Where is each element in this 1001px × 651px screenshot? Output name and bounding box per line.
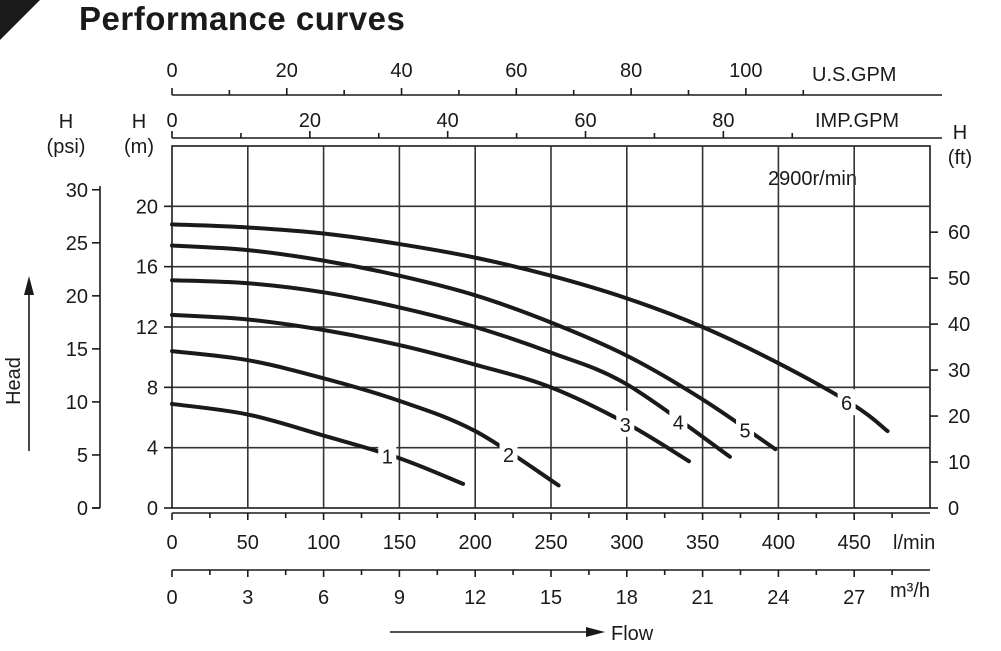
x-usgpm-tick-label: 80 (620, 60, 642, 82)
x-lmin-tick-label: 300 (610, 532, 643, 554)
curve-label-2: 2 (503, 445, 514, 467)
curve-label-5: 5 (739, 420, 750, 442)
y-m-axis-title: H (132, 111, 146, 133)
y-psi-tick-label: 15 (66, 339, 88, 361)
x-impgpm-tick-label: 0 (166, 110, 177, 132)
x-m3h-unit: m³/h (890, 580, 930, 602)
y-psi-tick-label: 20 (66, 286, 88, 308)
y-psi-tick-label: 10 (66, 392, 88, 414)
x-m3h-tick-label: 3 (242, 587, 253, 609)
y-m-tick-label: 16 (136, 257, 158, 279)
x-usgpm-tick-label: 0 (166, 60, 177, 82)
head-arrow-head (24, 276, 34, 295)
y-ft-axis-title: H (953, 122, 967, 144)
y-ft-tick-label: 30 (948, 360, 970, 382)
y-ft-tick-label: 40 (948, 314, 970, 336)
curve-2 (170, 349, 561, 488)
x-m3h-tick-label: 27 (843, 587, 865, 609)
y-ft-axis-unit: (ft) (948, 147, 972, 169)
x-impgpm-tick-label: 80 (712, 110, 734, 132)
speed-annotation: 2900r/min (768, 168, 857, 190)
curve-label-1: 1 (382, 447, 393, 469)
x-impgpm-tick-label: 20 (299, 110, 321, 132)
curve-label-bg (669, 408, 688, 435)
x-lmin-tick-label: 200 (459, 532, 492, 554)
y-m-tick-label: 8 (147, 377, 158, 399)
x-lmin-tick-label: 450 (838, 532, 871, 554)
y-m-tick-label: 12 (136, 317, 158, 339)
chart-marks: 048121620H(m)051015202530H(psi)010203040… (47, 60, 973, 609)
curve-5 (170, 243, 778, 452)
x-usgpm-tick-label: 40 (390, 60, 412, 82)
x-m3h-tick-label: 9 (394, 587, 405, 609)
curve-label-bg (378, 442, 397, 469)
x-lmin-tick-label: 350 (686, 532, 719, 554)
x-usgpm-unit: U.S.GPM (812, 64, 896, 86)
curve-label-3: 3 (620, 415, 631, 437)
x-impgpm-unit: IMP.GPM (815, 110, 899, 132)
y-ft-tick-label: 0 (948, 498, 959, 520)
x-m3h-tick-label: 0 (166, 587, 177, 609)
x-lmin-tick-label: 0 (166, 532, 177, 554)
head-axis-label: Head (3, 357, 25, 405)
y-m-tick-label: 0 (147, 498, 158, 520)
x-m3h-tick-label: 12 (464, 587, 486, 609)
curve-label-6: 6 (841, 393, 852, 415)
curve-label-bg (837, 389, 856, 416)
curve-4 (170, 278, 732, 459)
x-lmin-tick-label: 250 (534, 532, 567, 554)
chart-title: Performance curves (79, 0, 405, 37)
x-usgpm-tick-label: 20 (276, 60, 298, 82)
y-ft-tick-label: 60 (948, 222, 970, 244)
x-usgpm-tick-label: 100 (729, 60, 762, 82)
x-usgpm-tick-label: 60 (505, 60, 527, 82)
y-m-tick-label: 20 (136, 196, 158, 218)
x-lmin-unit: l/min (893, 532, 935, 554)
curve-label-bg (499, 440, 518, 467)
y-psi-tick-label: 25 (66, 233, 88, 255)
flow-axis-label: Flow (611, 623, 654, 645)
y-psi-tick-label: 30 (66, 180, 88, 202)
y-m-tick-label: 4 (147, 438, 158, 460)
y-psi-axis-title: H (59, 111, 73, 133)
y-ft-tick-label: 20 (948, 406, 970, 428)
x-m3h-tick-label: 24 (767, 587, 789, 609)
x-lmin-tick-label: 100 (307, 532, 340, 554)
curve-label-4: 4 (673, 413, 684, 435)
corner-mark (0, 0, 40, 40)
x-impgpm-tick-label: 60 (574, 110, 596, 132)
curve-1 (170, 401, 466, 486)
flow-arrow-head (586, 627, 605, 637)
y-psi-tick-label: 0 (77, 498, 88, 520)
y-m-axis-unit: (m) (124, 136, 154, 158)
y-ft-tick-label: 50 (948, 268, 970, 290)
y-psi-tick-label: 5 (77, 445, 88, 467)
curve-6 (170, 222, 890, 434)
x-m3h-tick-label: 15 (540, 587, 562, 609)
curve-label-bg (616, 410, 635, 437)
x-m3h-tick-label: 18 (616, 587, 638, 609)
x-impgpm-tick-label: 40 (437, 110, 459, 132)
x-lmin-tick-label: 50 (237, 532, 259, 554)
x-m3h-tick-label: 6 (318, 587, 329, 609)
y-psi-axis-unit: (psi) (47, 136, 86, 158)
x-m3h-tick-label: 21 (691, 587, 713, 609)
x-lmin-tick-label: 150 (383, 532, 416, 554)
curve-label-bg (736, 416, 755, 443)
x-lmin-tick-label: 400 (762, 532, 795, 554)
y-ft-tick-label: 10 (948, 452, 970, 474)
